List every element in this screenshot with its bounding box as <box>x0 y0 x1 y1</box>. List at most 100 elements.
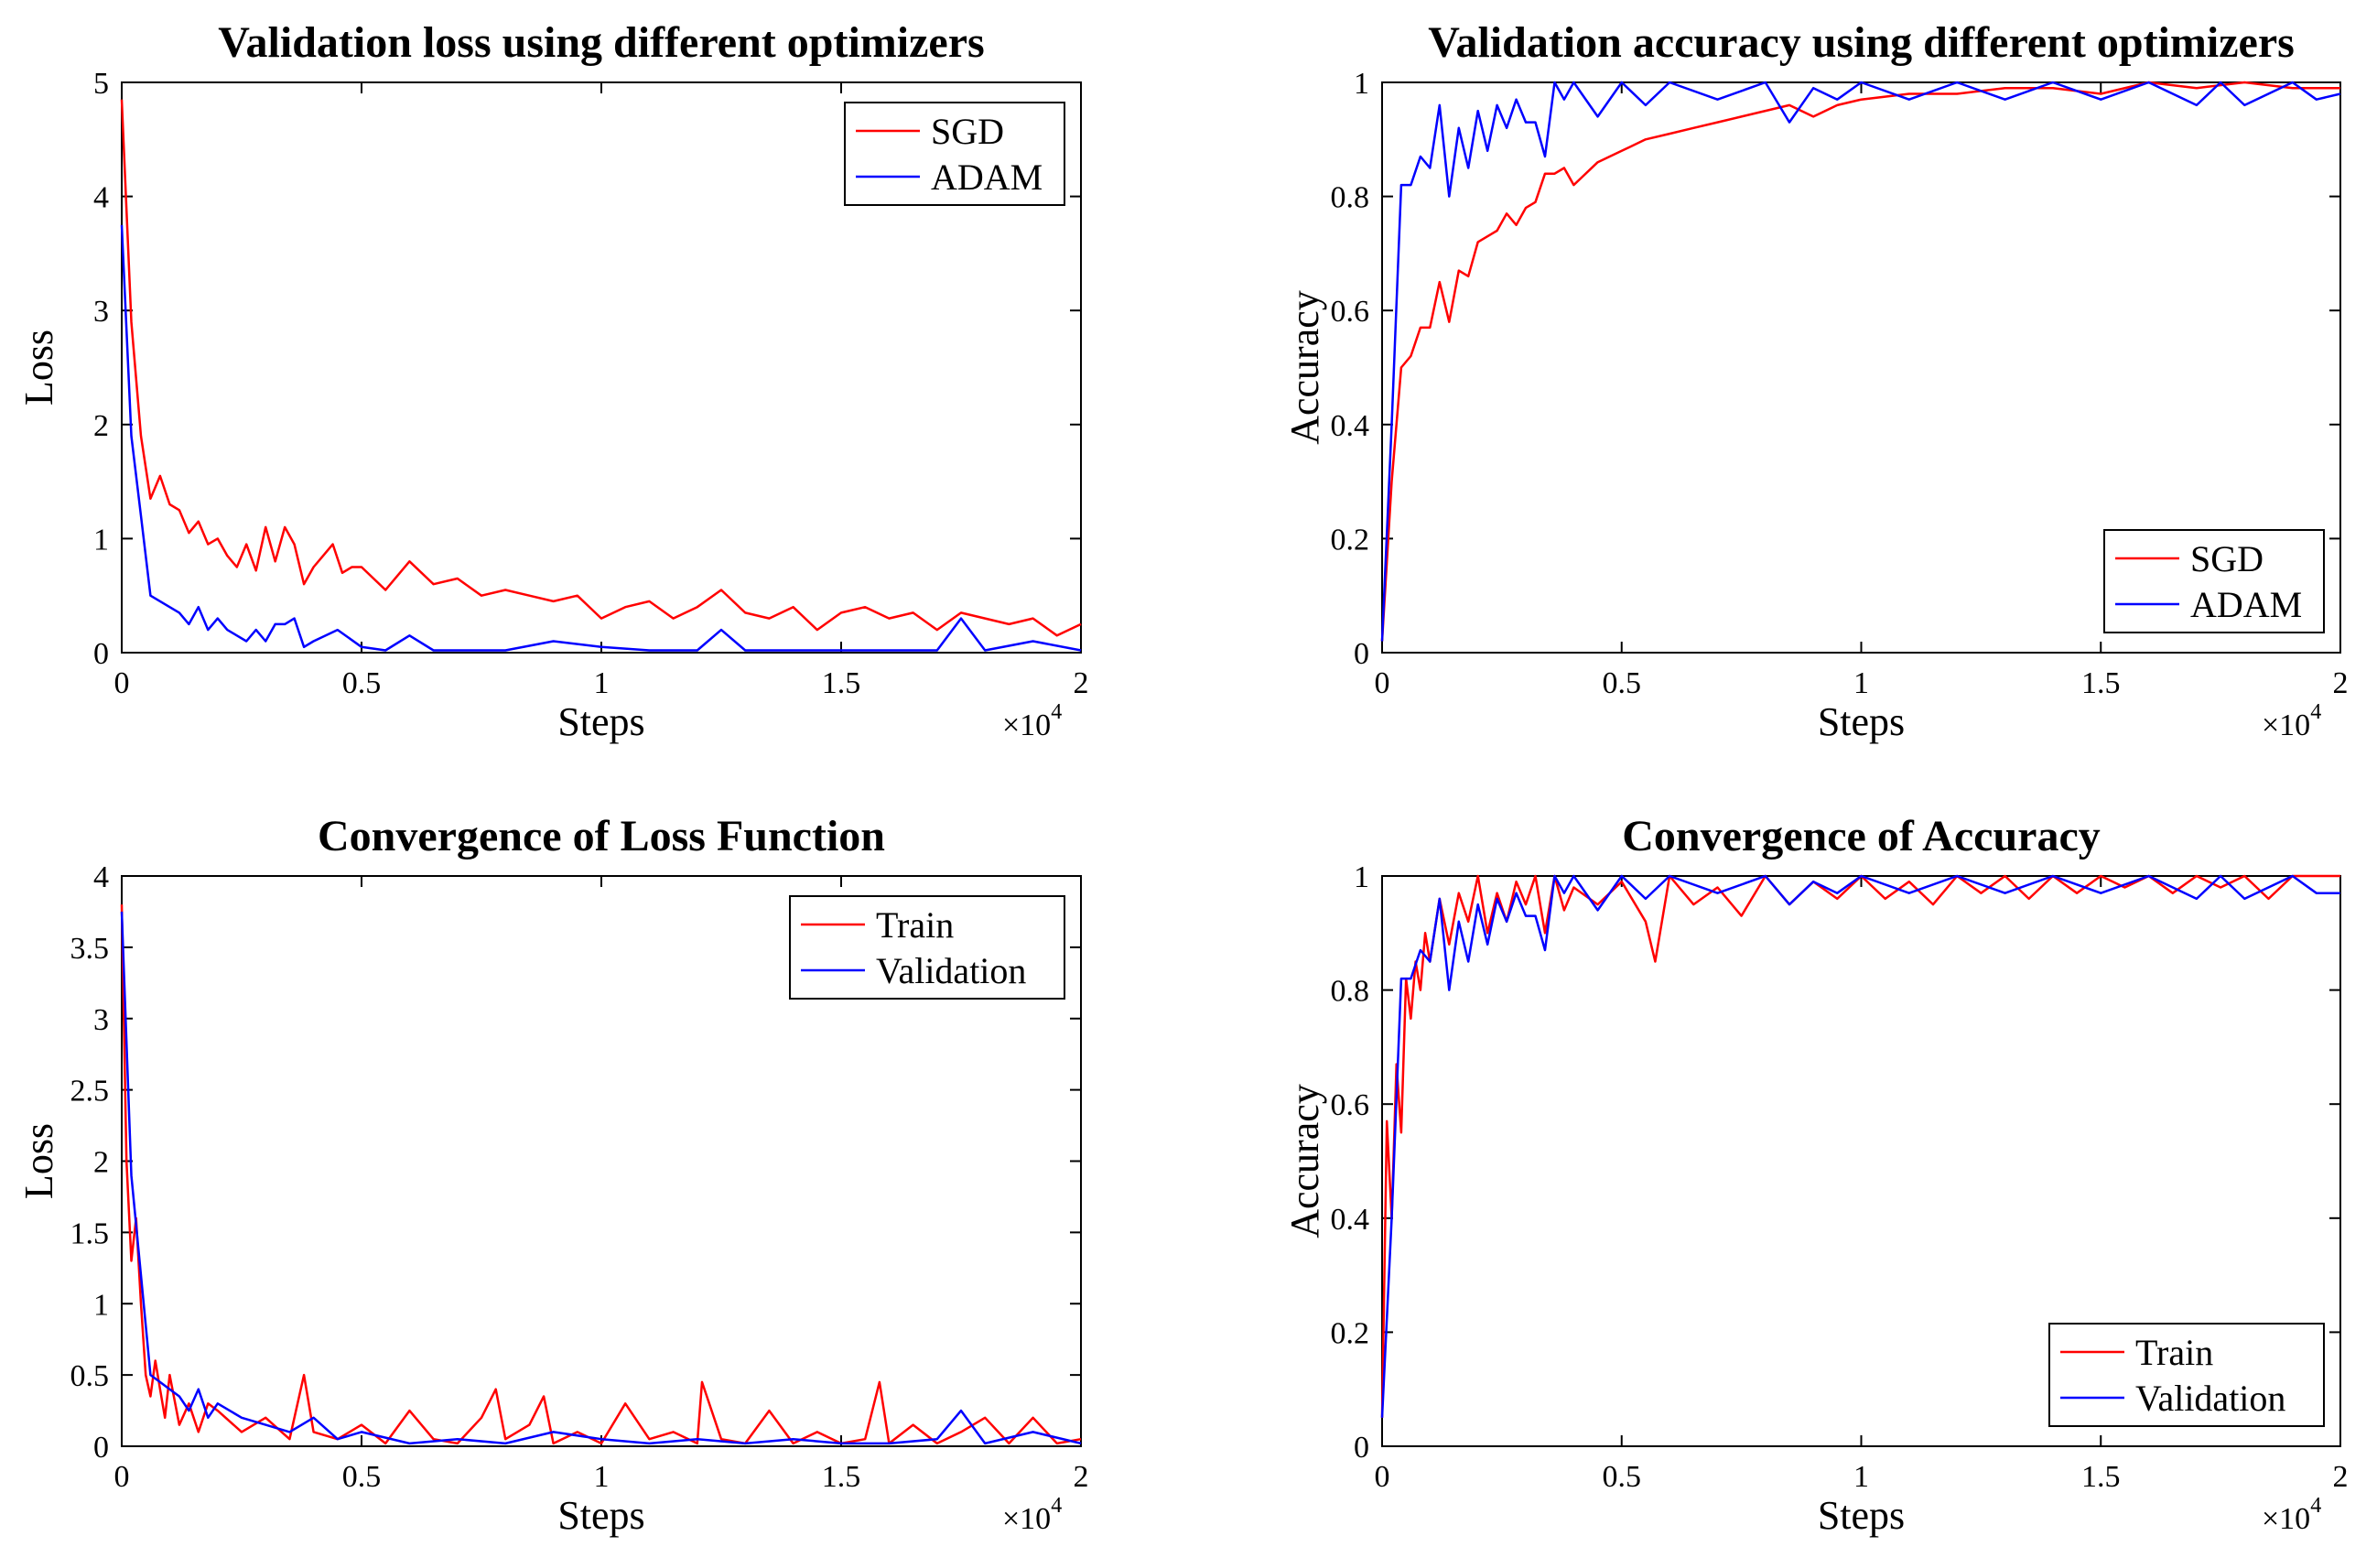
series-line-train <box>1380 874 2340 1418</box>
y-axis-label: Loss <box>16 330 61 406</box>
y-tick-label: 1 <box>93 523 109 557</box>
x-tick-label: 1.5 <box>822 666 861 700</box>
y-tick-label: 1 <box>1354 860 1369 894</box>
y-tick-label: 0.2 <box>1331 523 1370 557</box>
x-tick-label: 1.5 <box>2081 1460 2121 1494</box>
x-tick-label: 1.5 <box>2081 666 2121 700</box>
x-multiplier-base: ×10 <box>2262 1502 2310 1536</box>
y-tick-label: 4 <box>93 860 109 894</box>
legend: Train Validation <box>2048 1323 2325 1427</box>
y-tick-label: 0 <box>1354 1431 1369 1465</box>
x-tick-label: 1.5 <box>822 1460 861 1494</box>
y-tick-label: 3 <box>93 1003 109 1037</box>
x-multiplier: ×104 <box>2262 1494 2321 1536</box>
x-tick-label: 0 <box>114 666 130 700</box>
y-tick-label: 5 <box>93 67 109 101</box>
series-line-train <box>120 904 1082 1445</box>
y-tick-label: 0.6 <box>1331 1088 1370 1122</box>
x-multiplier: ×104 <box>1002 1494 1062 1536</box>
legend: SGD ADAM <box>844 102 1065 206</box>
y-axis-label: Accuracy <box>1282 290 1327 445</box>
y-tick-label: 0 <box>93 1431 109 1465</box>
y-tick-label: 4 <box>93 181 109 215</box>
y-tick-label: 0.5 <box>70 1359 110 1393</box>
series-line-adam <box>120 224 1082 652</box>
y-tick-label: 1 <box>93 1288 109 1322</box>
x-axis-label: Steps <box>1818 1493 1905 1538</box>
x-tick-label: 0 <box>114 1460 130 1494</box>
chart-title: Convergence of Loss Function <box>318 812 885 860</box>
x-multiplier: ×104 <box>1002 700 1062 742</box>
y-axis-label: Loss <box>16 1123 61 1199</box>
y-tick-label: 0.4 <box>1331 1203 1370 1237</box>
y-tick-label: 0.4 <box>1331 409 1370 443</box>
series-line-validation <box>1380 874 2340 1418</box>
legend-label-train: Train <box>876 904 954 946</box>
x-multiplier-exponent: 4 <box>1051 1494 1062 1518</box>
x-multiplier-base: ×10 <box>2262 708 2310 742</box>
y-tick-label: 1.5 <box>70 1217 110 1250</box>
x-tick-label: 1 <box>1853 1460 1869 1494</box>
y-tick-label: 1 <box>1354 67 1369 101</box>
x-tick-label: 0.5 <box>342 1460 382 1494</box>
y-tick-label: 3.5 <box>70 932 110 966</box>
legend-label-validation: Validation <box>876 950 1026 991</box>
x-axis-label: Steps <box>557 1493 644 1538</box>
x-tick-label: 1 <box>1853 666 1869 700</box>
chart-convergence-accuracy: 0 0.5 1 1.5 2 0 0.2 0.4 0.6 0.8 1 Convergence of Ac… <box>1282 812 2349 1538</box>
legend-label-sgd: SGD <box>2190 538 2264 579</box>
x-multiplier-exponent: 4 <box>1051 700 1062 724</box>
legend-box <box>789 895 1065 1000</box>
series-line-sgd <box>1380 81 2340 642</box>
legend-label-adam: ADAM <box>931 157 1043 198</box>
y-tick-label: 0 <box>93 637 109 671</box>
legend-label-adam: ADAM <box>2190 584 2302 625</box>
x-multiplier-exponent: 4 <box>2310 1494 2321 1518</box>
y-tick-label: 3 <box>93 295 109 329</box>
x-tick-label: 0 <box>1375 666 1390 700</box>
y-tick-label: 2 <box>93 1146 109 1180</box>
legend-box <box>2048 1323 2325 1427</box>
chart-title: Convergence of Accuracy <box>1622 812 2101 860</box>
x-tick-label: 2 <box>2333 1460 2349 1494</box>
series-line-sgd <box>120 99 1082 637</box>
x-tick-label: 0.5 <box>1603 666 1642 700</box>
x-multiplier: ×104 <box>2262 700 2321 742</box>
x-tick-label: 0.5 <box>1603 1460 1642 1494</box>
y-tick-label: 0.8 <box>1331 975 1370 1009</box>
y-tick-label: 0.8 <box>1331 181 1370 215</box>
legend: SGD ADAM <box>2103 529 2325 633</box>
chart-validation-loss: 0 0.5 1 1.5 2 0 1 2 3 4 5 Validation loss using dif… <box>16 18 1089 744</box>
x-multiplier-exponent: 4 <box>2310 700 2321 724</box>
legend-label-validation: Validation <box>2135 1378 2285 1419</box>
y-tick-label: 0.2 <box>1331 1316 1370 1350</box>
chart-title: Validation accuracy using different opti… <box>1428 18 2295 67</box>
x-tick-label: 2 <box>1074 666 1089 700</box>
series-line-validation <box>120 911 1082 1445</box>
legend-box <box>844 102 1065 206</box>
x-tick-label: 2 <box>2333 666 2349 700</box>
series-line-adam <box>1380 81 2341 642</box>
legend-label-sgd: SGD <box>931 111 1004 152</box>
x-tick-label: 1 <box>594 1460 610 1494</box>
x-axis-label: Steps <box>1818 699 1905 744</box>
x-axis-label: Steps <box>557 699 644 744</box>
x-multiplier-base: ×10 <box>1002 708 1051 742</box>
y-tick-label: 2.5 <box>70 1075 110 1108</box>
x-tick-label: 0 <box>1375 1460 1390 1494</box>
x-tick-label: 2 <box>1074 1460 1089 1494</box>
x-tick-label: 1 <box>594 666 610 700</box>
y-axis-label: Accuracy <box>1282 1084 1327 1238</box>
y-tick-label: 2 <box>93 409 109 443</box>
x-multiplier-base: ×10 <box>1002 1502 1051 1536</box>
x-tick-label: 0.5 <box>342 666 382 700</box>
y-tick-label: 0 <box>1354 637 1369 671</box>
chart-validation-accuracy: 0 0.5 1 1.5 2 0 0.2 0.4 0.6 0.8 1 Validation accura… <box>1282 18 2349 744</box>
legend-label-train: Train <box>2135 1332 2213 1373</box>
chart-title: Validation loss using different optimize… <box>218 18 984 67</box>
y-tick-label: 0.6 <box>1331 295 1370 329</box>
chart-convergence-loss: 0 0.5 1 1.5 2 0 0.5 1 1.5 2 2.5 3 3.5 4 Convergence of… <box>16 812 1089 1538</box>
legend-box <box>2103 529 2325 633</box>
